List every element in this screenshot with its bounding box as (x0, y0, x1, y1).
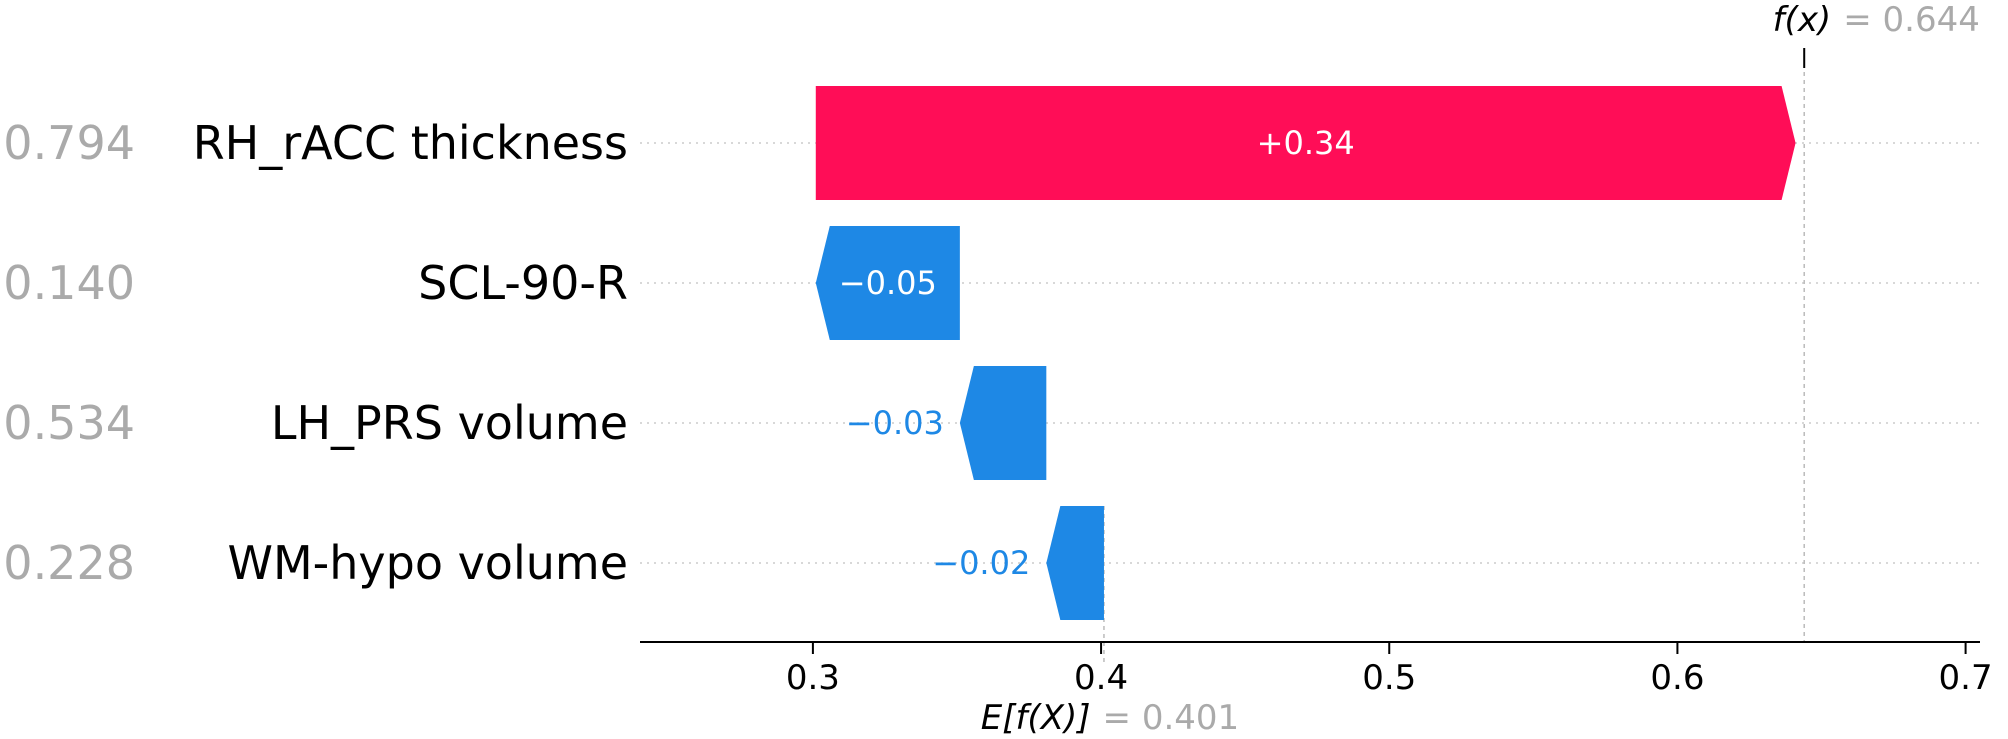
feature-name: LH_PRS volume (271, 396, 628, 450)
output-value-number: = 0.644 (1843, 0, 1980, 40)
x-tick-label: 0.7 (1939, 658, 1993, 698)
negative-contribution-bar (1046, 506, 1104, 620)
contribution-label: −0.03 (846, 404, 944, 442)
row-gridlines (640, 142, 1980, 564)
contribution-label: −0.02 (932, 544, 1030, 582)
feature-value: 0.228 (3, 536, 135, 590)
x-axis: 0.3 0.4 0.5 0.6 0.7 (640, 641, 1993, 698)
base-value-number: = 0.401 (1103, 698, 1240, 738)
negative-contribution-bar (959, 366, 1047, 480)
feature-value: 0.534 (3, 396, 135, 450)
output-value-annotation: f(x) = 0.644 (1773, 0, 1980, 40)
positive-contribution-bar (815, 86, 1796, 200)
negative-contribution-bar (815, 226, 960, 340)
x-tick-label: 0.4 (1074, 658, 1128, 698)
feature-value: 0.140 (3, 256, 135, 310)
value-annotations: E[f(X)] = 0.401 f(x) = 0.644 (981, 0, 1980, 738)
base-value-label: E[f(X)] (981, 698, 1091, 738)
x-tick-label: 0.6 (1650, 658, 1704, 698)
output-value-label: f(x) (1773, 0, 1832, 40)
feature-name: RH_rACC thickness (193, 116, 628, 170)
base-value-annotation: E[f(X)] = 0.401 (981, 698, 1239, 738)
feature-value: 0.794 (3, 116, 135, 170)
contribution-label: −0.05 (839, 264, 937, 302)
x-tick-label: 0.3 (786, 658, 840, 698)
contribution-label: +0.34 (1257, 124, 1355, 162)
x-tick-label: 0.5 (1362, 658, 1416, 698)
contribution-bars: +0.34 −0.05 −0.03 −0.02 (815, 86, 1796, 620)
feature-name: WM-hypo volume (227, 536, 628, 590)
feature-labels: 0.794 RH_rACC thickness 0.140 SCL-90-R 0.534… (3, 116, 628, 590)
feature-name: SCL-90-R (418, 256, 628, 310)
